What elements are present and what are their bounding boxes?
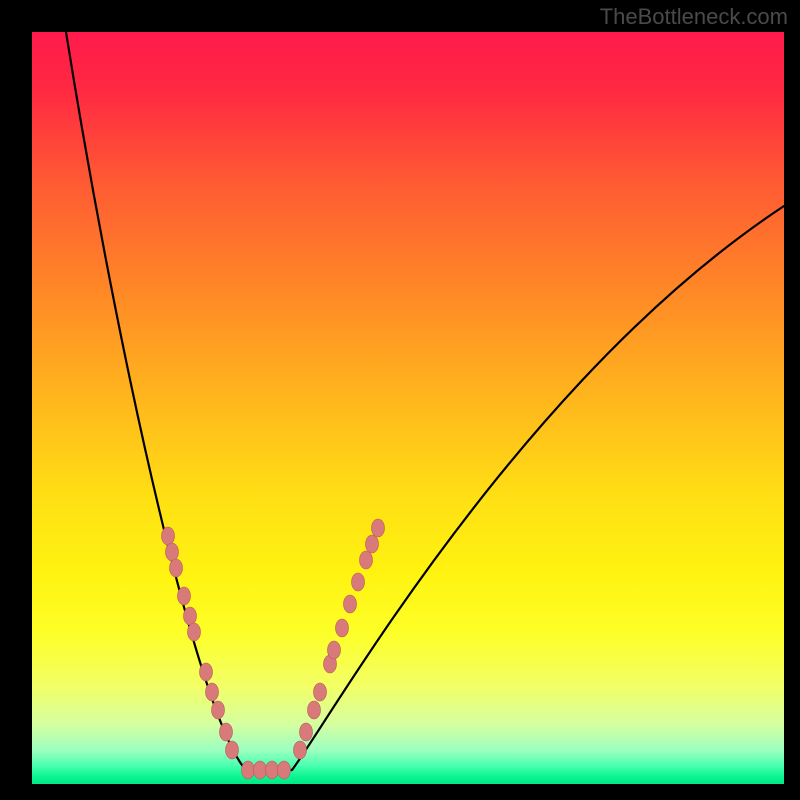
data-marker — [178, 587, 191, 605]
data-marker — [162, 527, 175, 545]
data-marker — [366, 535, 379, 553]
data-marker — [308, 701, 321, 719]
data-marker — [372, 519, 385, 537]
data-marker — [242, 761, 255, 779]
data-marker — [184, 607, 197, 625]
curve-segment — [292, 206, 784, 770]
data-marker — [226, 741, 239, 759]
data-marker — [170, 559, 183, 577]
data-marker — [336, 619, 349, 637]
watermark-text: TheBottleneck.com — [600, 4, 788, 30]
data-marker — [328, 641, 341, 659]
data-marker — [278, 761, 291, 779]
data-marker — [206, 683, 219, 701]
data-marker — [254, 761, 267, 779]
plot-area — [32, 32, 784, 784]
curve-layer — [0, 0, 800, 800]
data-marker — [166, 543, 179, 561]
data-marker — [352, 573, 365, 591]
data-marker — [294, 741, 307, 759]
chart-canvas: TheBottleneck.com — [0, 0, 800, 800]
data-marker — [188, 623, 201, 641]
data-marker — [220, 723, 233, 741]
data-marker — [212, 701, 225, 719]
data-marker — [266, 761, 279, 779]
data-marker — [314, 683, 327, 701]
curve-segment — [66, 32, 246, 770]
data-marker — [344, 595, 357, 613]
data-marker — [360, 551, 373, 569]
data-marker — [300, 723, 313, 741]
data-marker — [200, 663, 213, 681]
